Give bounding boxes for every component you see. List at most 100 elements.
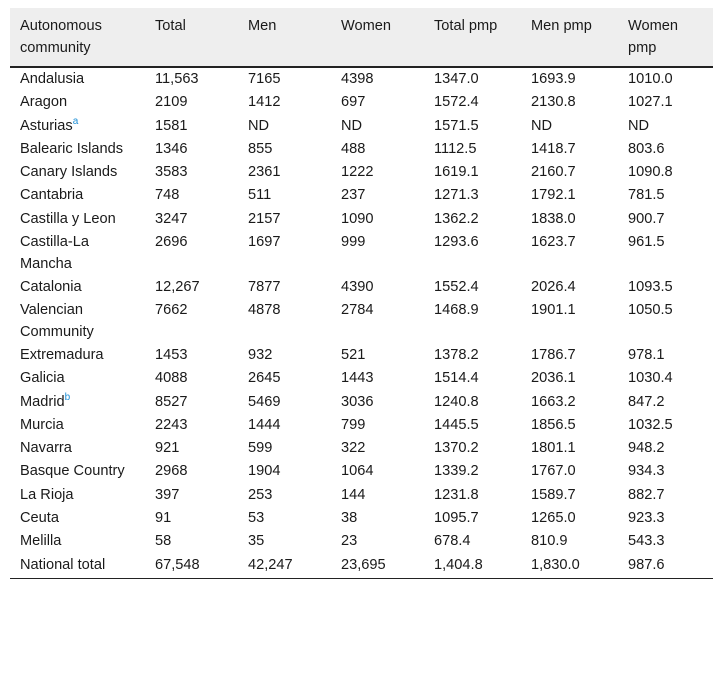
cell-women-pmp: 847.2 — [628, 393, 665, 410]
cell-women: 144 — [341, 486, 366, 503]
cell-women-pmp: ND — [628, 117, 650, 134]
cell-men-pmp: 810.9 — [531, 533, 568, 550]
cell-men-pmp: 2036.1 — [531, 370, 576, 387]
footnote-marker[interactable]: b — [64, 391, 71, 403]
header-total-pmp: Total pmp — [424, 8, 521, 68]
community-name: Navarra — [20, 440, 72, 457]
cell-community: Galicia — [10, 367, 145, 390]
cell-community: Andalusia — [10, 67, 145, 91]
cell-community: La Rioja — [10, 484, 145, 507]
cell-total-pmp: 1572.4 — [434, 94, 479, 111]
cell-men: 253 — [248, 486, 273, 503]
cell-women: 697 — [341, 94, 366, 111]
cell-women-pmp: 1090.8 — [628, 164, 673, 181]
cell-men-pmp: 2026.4 — [531, 278, 576, 295]
cell-total: 1581 — [155, 117, 188, 134]
cell-total: 748 — [155, 187, 180, 204]
cell-men: 4878 — [248, 302, 281, 319]
cell-community: Navarra — [10, 437, 145, 460]
table-row: Madridb 8527 5469 3036 1240.8 1663.2 847.2 — [10, 391, 713, 414]
cell-total: 7662 — [155, 302, 188, 319]
footnote-marker[interactable]: a — [72, 115, 79, 127]
cell-total-pmp: 1514.4 — [434, 370, 479, 387]
cell-women: 4398 — [341, 71, 374, 87]
header-men-pmp: Men pmp — [521, 8, 618, 68]
table-row: Murcia 2243 1444 799 1445.5 1856.5 1032.5 — [10, 414, 713, 437]
header-row: Autonomous community Total Men Women Tot… — [10, 8, 713, 68]
table-header: Autonomous community Total Men Women Tot… — [10, 8, 713, 68]
cell-total-pmp: 1240.8 — [434, 393, 479, 410]
cell-total: 2243 — [155, 416, 188, 433]
cell-men: 1412 — [248, 94, 281, 111]
table-row: Navarra 921 599 322 1370.2 1801.1 948.2 — [10, 437, 713, 460]
cell-women: 799 — [341, 416, 366, 433]
cell-men: 53 — [248, 510, 265, 527]
cell-men: 2361 — [248, 164, 281, 181]
table-row: Cantabria 748 511 237 1271.3 1792.1 781.5 — [10, 184, 713, 207]
cell-women: 2784 — [341, 302, 374, 319]
cell-women: 4390 — [341, 278, 374, 295]
table-row: Asturiasa 1581 ND ND 1571.5 ND ND — [10, 115, 713, 138]
cell-total-pmp: 1271.3 — [434, 187, 479, 204]
table-row: Aragon 2109 1412 697 1572.4 2130.8 1027.1 — [10, 91, 713, 114]
cell-women-pmp: 803.6 — [628, 140, 665, 157]
cell-community: Madridb — [10, 391, 145, 414]
cell-total: 11,563 — [155, 71, 199, 87]
cell-total: 1346 — [155, 140, 188, 157]
cell-women: 1443 — [341, 370, 374, 387]
table-row: Andalusia 11,563 7165 4398 1347.0 1693.9 1010.… — [10, 67, 713, 91]
cell-community: Balearic Islands — [10, 138, 145, 161]
cell-men-pmp: 1589.7 — [531, 486, 576, 503]
table-row: Balearic Islands 1346 855 488 1112.5 1418.7 80… — [10, 138, 713, 161]
cell-men-pmp: 1838.0 — [531, 210, 576, 227]
cell-men: 599 — [248, 440, 273, 457]
header-community: Autonomous community — [10, 8, 145, 68]
cell-women: 1090 — [341, 210, 374, 227]
cell-men: 2645 — [248, 370, 281, 387]
community-name: Basque Country — [20, 463, 125, 480]
community-name: Melilla — [20, 533, 62, 550]
data-table: Autonomous community Total Men Women Tot… — [10, 8, 713, 580]
cell-total: 4088 — [155, 370, 188, 387]
cell-women: 237 — [341, 187, 366, 204]
cell-women-pmp: 781.5 — [628, 187, 665, 204]
cell-men: 1697 — [248, 234, 281, 251]
community-name: Madrid — [20, 393, 65, 410]
cell-men-pmp: 1,830.0 — [521, 553, 618, 580]
cell-women-pmp: 1027.1 — [628, 94, 673, 111]
cell-men-pmp: ND — [531, 117, 553, 134]
cell-total-pmp: 1445.5 — [434, 416, 479, 433]
cell-men: 7877 — [248, 278, 281, 295]
cell-women-pmp: 1010.0 — [628, 71, 673, 87]
cell-women-pmp: 978.1 — [628, 346, 665, 363]
cell-community: Valencian Community — [10, 299, 145, 344]
community-name: Catalonia — [20, 278, 82, 295]
cell-total-pmp: 1339.2 — [434, 463, 479, 480]
cell-men-pmp: 2160.7 — [531, 164, 576, 181]
table-row: Galicia 4088 2645 1443 1514.4 2036.1 1030.4 — [10, 367, 713, 390]
cell-men-pmp: 1265.0 — [531, 510, 576, 527]
table-row: Castilla-La Mancha 2696 1697 999 1293.6 1623.… — [10, 231, 713, 276]
cell-men: 511 — [248, 187, 272, 204]
cell-women: 1222 — [341, 164, 374, 181]
cell-women-pmp: 934.3 — [628, 463, 665, 480]
cell-total: 3583 — [155, 164, 188, 181]
table-row: National total 67,548 42,247 23,695 1,404.8 1… — [10, 553, 713, 580]
table-row: Melilla 58 35 23 678.4 810.9 543.3 — [10, 530, 713, 553]
cell-women: 999 — [341, 234, 366, 251]
cell-men-pmp: 1623.7 — [531, 234, 576, 251]
community-name: Valencian Community — [20, 302, 94, 340]
community-name: National total — [20, 556, 106, 573]
table-row: La Rioja 397 253 144 1231.8 1589.7 882.7 — [10, 484, 713, 507]
cell-total-pmp: 1347.0 — [434, 71, 479, 87]
table-row: Canary Islands 3583 2361 1222 1619.1 2160.7 10… — [10, 161, 713, 184]
cell-men-pmp: 1801.1 — [531, 440, 576, 457]
table-row: Basque Country 2968 1904 1064 1339.2 1767.0 93… — [10, 460, 713, 483]
community-name: Galicia — [20, 370, 65, 387]
cell-total-pmp: 678.4 — [434, 533, 471, 550]
cell-total-pmp: 1619.1 — [434, 164, 479, 181]
cell-total: 1453 — [155, 346, 188, 363]
cell-men: 1904 — [248, 463, 281, 480]
cell-men: 42,247 — [238, 553, 331, 580]
